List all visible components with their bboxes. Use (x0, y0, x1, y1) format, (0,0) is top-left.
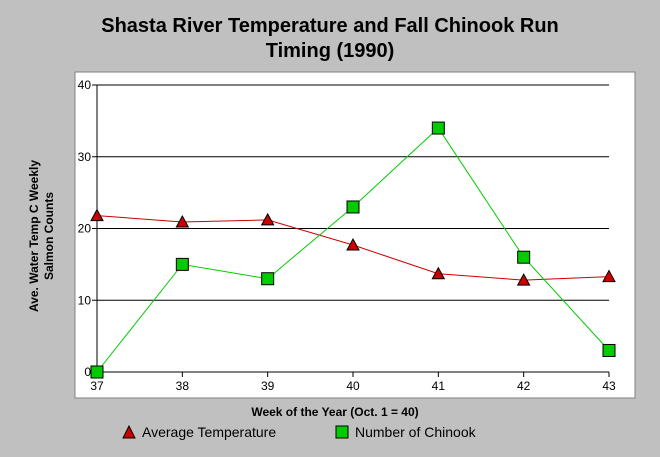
x-axis-label: Week of the Year (Oct. 1 = 40) (251, 405, 418, 419)
x-tick-label: 40 (346, 379, 360, 393)
y-tick-label: 0 (84, 365, 91, 379)
temperature-point (602, 269, 616, 283)
legend-label-chinook: Number of Chinook (355, 424, 476, 440)
chinook-point (431, 121, 445, 135)
x-tick-label: 41 (432, 379, 446, 393)
series-temperature (90, 208, 616, 286)
x-tick-label: 38 (176, 379, 190, 393)
temperature-point (90, 208, 104, 222)
y-axis-label-line-1: Ave. Water Temp C Weekly (27, 160, 41, 312)
chart-title-line-1: Shasta River Temperature and Fall Chinoo… (101, 15, 559, 37)
square-marker-icon (335, 425, 349, 439)
legend-item-temperature: Average Temperature (122, 424, 276, 440)
temperature-point (516, 273, 531, 286)
chinook-point (90, 365, 104, 379)
chinook-point (346, 200, 360, 214)
y-tick-label: 30 (78, 150, 92, 164)
y-tick-label: 10 (78, 293, 92, 307)
series-chinook (90, 121, 616, 379)
chinook-point (602, 343, 616, 357)
temperature-point (346, 237, 360, 251)
y-tick-label: 20 (78, 222, 92, 236)
temperature-point (431, 266, 446, 280)
temperature-point (260, 212, 275, 226)
x-tick-label: 39 (261, 379, 275, 393)
triangle-marker-icon (122, 425, 136, 439)
x-tick-label: 42 (517, 379, 531, 393)
x-tick-label: 43 (602, 379, 616, 393)
legend-item-chinook: Number of Chinook (335, 424, 476, 440)
x-tick-label: 37 (90, 379, 104, 393)
chinook-point (175, 257, 189, 271)
legend-label-temperature: Average Temperature (142, 424, 277, 440)
chart-title: Shasta River Temperature and Fall Chinoo… (0, 14, 660, 64)
chinook-point (261, 272, 275, 286)
y-tick-label: 40 (78, 78, 92, 92)
temperature-point (175, 214, 190, 228)
chinook-point (517, 250, 531, 264)
plot-area (74, 71, 636, 399)
y-axis-label-line-2: Salmon Counts (42, 192, 56, 280)
chart-title-line-2: Timing (1990) (265, 40, 395, 62)
